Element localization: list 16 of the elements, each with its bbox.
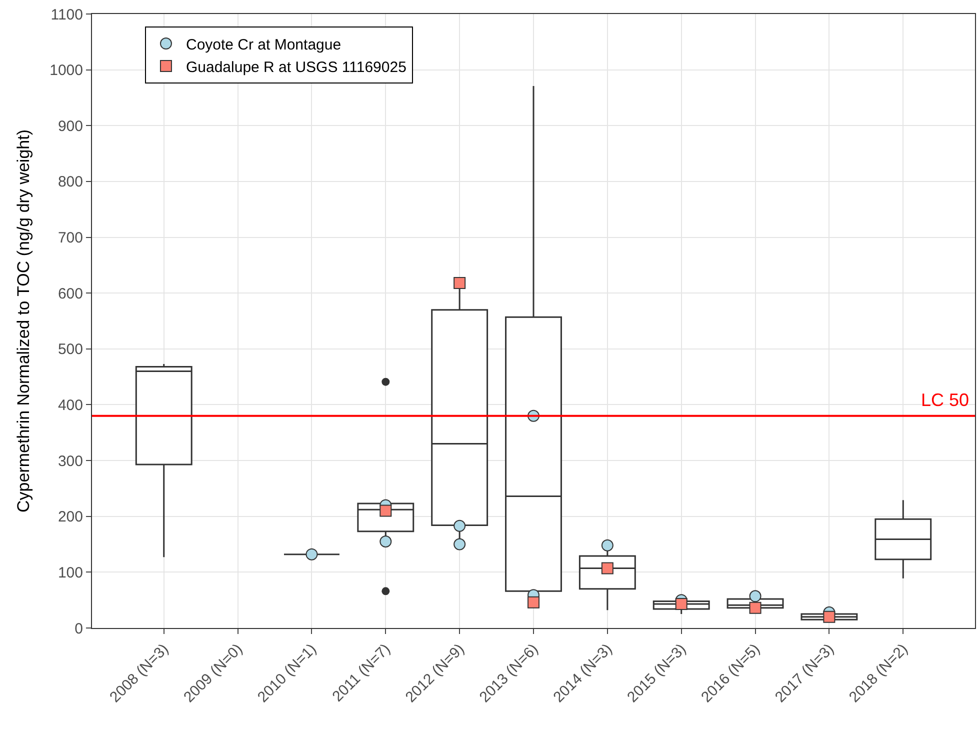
y-tick-label: 200 xyxy=(58,508,83,526)
y-tick-label: 1100 xyxy=(50,6,83,24)
ref-line-label: LC 50 xyxy=(921,390,970,410)
y-axis-title: Cypermethrin Normalized to TOC (ng/g dry weight) xyxy=(14,130,34,512)
legend-label: Coyote Cr at Montague xyxy=(186,36,342,54)
y-tick-label: 0 xyxy=(74,620,83,638)
y-tick-label: 500 xyxy=(58,341,83,358)
y-tick-label: 800 xyxy=(58,174,83,191)
y-tick-label: 100 xyxy=(58,564,83,582)
y-tick-label: 600 xyxy=(58,285,83,302)
legend-label: Guadalupe R at USGS 11169025 xyxy=(186,58,406,76)
y-tick-label: 900 xyxy=(58,118,83,135)
y-tick-label: 300 xyxy=(58,452,83,470)
y-tick-label: 700 xyxy=(58,230,83,247)
y-tick-label: 1000 xyxy=(50,62,83,80)
y-tick-label: 400 xyxy=(58,396,83,414)
